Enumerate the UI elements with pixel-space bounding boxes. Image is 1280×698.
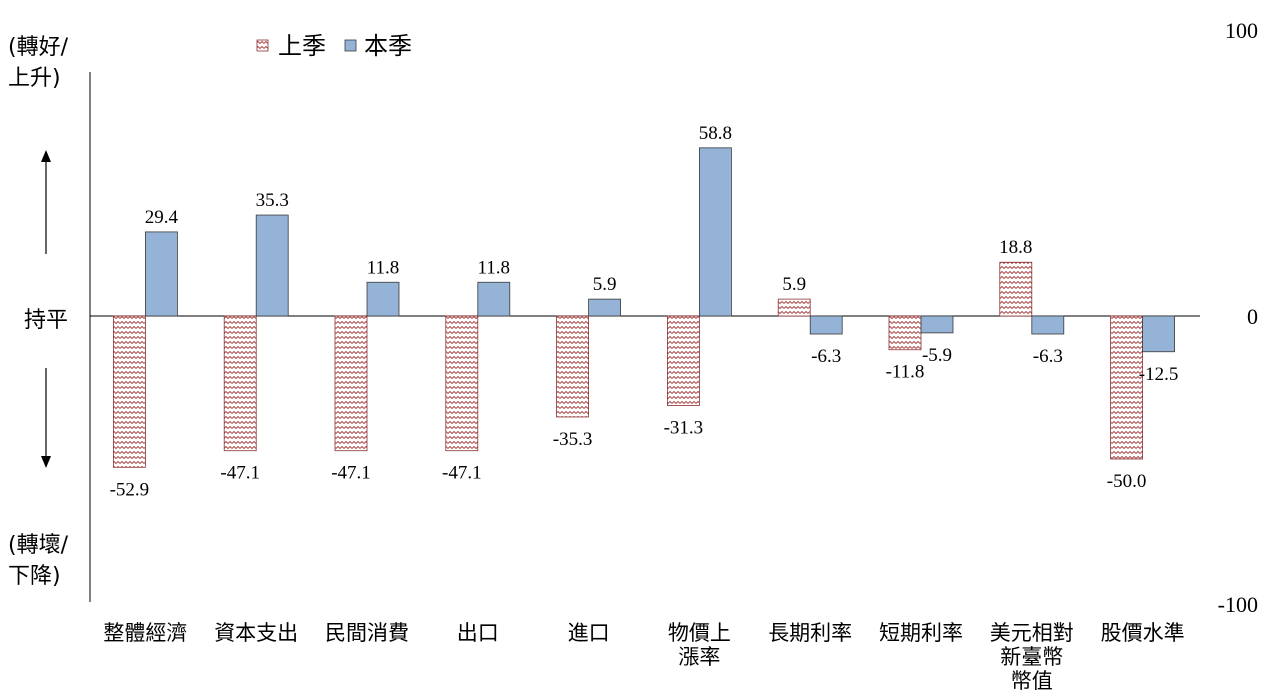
bar-prev-season	[667, 315, 700, 406]
bar-prev-season	[888, 315, 922, 351]
bar-prev-season	[777, 298, 811, 317]
data-label: -47.1	[331, 463, 371, 484]
bar-this-season	[477, 281, 511, 317]
category-label: 美元相對	[990, 621, 1074, 645]
category-label: 長期利率	[768, 621, 852, 645]
bar-this-season	[809, 315, 843, 335]
bar-this-season	[920, 315, 954, 334]
category-label: 幣值	[1011, 669, 1053, 693]
data-label: -11.8	[886, 362, 925, 383]
worsen-label-line1: (轉壞/	[8, 533, 69, 558]
down-arrow-icon	[41, 456, 51, 468]
data-label: -47.1	[442, 463, 482, 484]
data-label: 11.8	[367, 257, 400, 278]
data-label: -47.1	[220, 463, 260, 484]
category-label: 股價水準	[1101, 621, 1185, 645]
bar-this-season	[366, 281, 400, 317]
data-label: 11.8	[478, 257, 511, 278]
bar-prev-season	[113, 315, 146, 468]
category-label: 短期利率	[879, 621, 963, 645]
data-label: -6.3	[811, 346, 841, 367]
legend-label-curr: 本季	[364, 32, 412, 60]
bar-this-season	[1142, 315, 1175, 353]
bar-this-season	[1031, 315, 1065, 335]
data-label: 5.9	[782, 274, 806, 295]
category-label: 漲率	[678, 645, 720, 669]
category-label: 出口	[457, 621, 499, 645]
bar-this-season	[588, 298, 621, 317]
y-tick-label: 100	[1225, 18, 1258, 43]
data-label: 18.8	[999, 237, 1032, 258]
up-arrow-icon	[41, 150, 51, 162]
bar-this-season	[699, 147, 732, 317]
data-label: -12.5	[1139, 364, 1179, 385]
data-label: -5.9	[922, 345, 952, 366]
category-label: 進口	[568, 621, 610, 645]
category-label: 整體經濟	[103, 621, 187, 645]
flat-label: 持平	[24, 308, 68, 333]
data-label: -52.9	[110, 479, 150, 500]
bar-this-season	[144, 231, 178, 317]
bar-prev-season	[1110, 315, 1143, 460]
data-label: 29.4	[145, 207, 179, 228]
legend-swatch-prev	[256, 39, 269, 52]
improve-label-line1: (轉好/	[8, 35, 69, 60]
y-tick-label: 0	[1247, 304, 1258, 329]
data-label: 58.8	[699, 123, 732, 144]
bars	[113, 147, 1175, 468]
bar-prev-season	[556, 315, 589, 418]
bar-prev-season	[999, 261, 1033, 317]
category-label: 民間消費	[325, 621, 409, 645]
data-label: -31.3	[664, 418, 704, 439]
bar-prev-season	[223, 315, 257, 452]
legend: 上季 本季	[256, 32, 412, 60]
bar-prev-season	[445, 315, 479, 452]
y-tick-label: -100	[1218, 592, 1258, 617]
improve-label-line2: 上升)	[8, 66, 61, 91]
data-labels: -52.9 29.4 整體經濟 -47.1 35.3 資本支出 -47.1 11.8 民間消費 -…	[103, 123, 1184, 693]
worsen-label-line2: 下降)	[8, 564, 61, 589]
side-annotations: (轉好/上升) 持平 (轉壞/下降)	[8, 35, 69, 589]
bar-this-season	[255, 214, 289, 317]
legend-label-prev: 上季	[278, 32, 326, 60]
data-label: 5.9	[593, 274, 617, 295]
bar-prev-season	[334, 315, 368, 452]
data-label: -50.0	[1107, 471, 1147, 492]
category-label: 新臺幣	[1000, 645, 1063, 669]
data-label: -35.3	[553, 429, 593, 450]
data-label: -6.3	[1033, 346, 1063, 367]
category-label: 物價上	[668, 621, 731, 645]
data-label: 35.3	[256, 190, 289, 211]
category-label: 資本支出	[214, 621, 298, 645]
legend-swatch-curr	[344, 39, 357, 52]
